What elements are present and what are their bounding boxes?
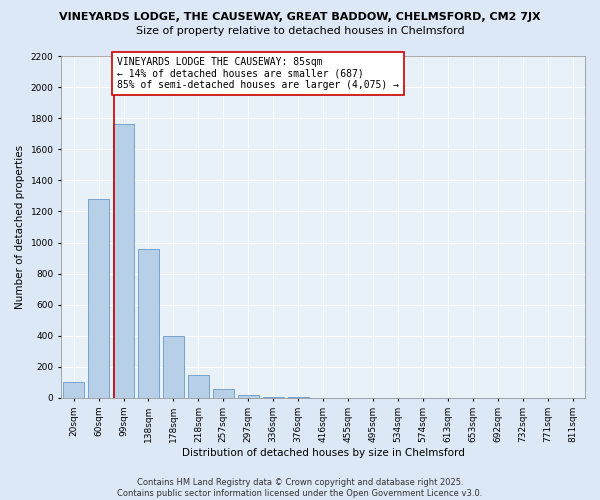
Text: VINEYARDS LODGE THE CAUSEWAY: 85sqm
← 14% of detached houses are smaller (687)
8: VINEYARDS LODGE THE CAUSEWAY: 85sqm ← 14… — [118, 57, 400, 90]
Bar — [138, 248, 159, 398]
Text: Contains HM Land Registry data © Crown copyright and database right 2025.
Contai: Contains HM Land Registry data © Crown c… — [118, 478, 482, 498]
Bar — [263, 396, 284, 398]
Bar — [63, 382, 84, 398]
Text: VINEYARDS LODGE, THE CAUSEWAY, GREAT BADDOW, CHELMSFORD, CM2 7JX: VINEYARDS LODGE, THE CAUSEWAY, GREAT BAD… — [59, 12, 541, 22]
Text: Size of property relative to detached houses in Chelmsford: Size of property relative to detached ho… — [136, 26, 464, 36]
X-axis label: Distribution of detached houses by size in Chelmsford: Distribution of detached houses by size … — [182, 448, 464, 458]
Bar — [238, 395, 259, 398]
Bar — [188, 376, 209, 398]
Bar — [88, 199, 109, 398]
Bar — [163, 336, 184, 398]
Bar — [113, 124, 134, 398]
Bar — [213, 388, 234, 398]
Y-axis label: Number of detached properties: Number of detached properties — [15, 145, 25, 309]
